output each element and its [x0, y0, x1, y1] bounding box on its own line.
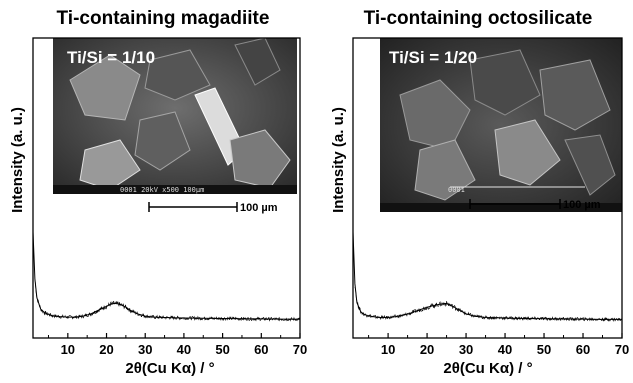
- sem-crystal: [494, 119, 561, 186]
- x-tick-label: 70: [615, 342, 629, 357]
- sem-inset: 0001 Ti/Si = 1/20: [380, 38, 622, 212]
- sem-crystal: [399, 79, 471, 151]
- plot-area: 10 20 30 40 50 60 70: [32, 37, 307, 357]
- x-tick-label: 40: [498, 342, 512, 357]
- scale-bar: 100 µm: [148, 202, 278, 214]
- series-noise: [34, 279, 300, 322]
- x-tick-label: 70: [293, 342, 307, 357]
- sem-crystal: [414, 139, 476, 201]
- sem-crystal: [79, 139, 141, 191]
- x-axis-label: 2θ(Cu Kα) / °: [443, 360, 532, 377]
- y-axis-label: Intensity (a. u.): [330, 107, 347, 213]
- panel-magadiite: Ti-containing magadiite Intensity (a. u.…: [9, 8, 307, 377]
- sem-crystal: [234, 37, 281, 86]
- sem-crystal: [134, 111, 191, 171]
- sem-crystal: [564, 134, 616, 196]
- x-tick-label: 50: [215, 342, 229, 357]
- series-line: [352, 231, 622, 320]
- y-axis-label: Intensity (a. u.): [9, 107, 26, 213]
- inset-label: Ti/Si = 1/10: [67, 48, 155, 67]
- inset-label: Ti/Si = 1/20: [389, 48, 477, 67]
- x-tick-label: 10: [381, 342, 395, 357]
- x-ticks: 10 20 30 40 50 60 70: [368, 333, 629, 357]
- x-tick-label: 30: [138, 342, 152, 357]
- chart-title: Ti-containing magadiite: [57, 8, 270, 29]
- sem-crystal: [469, 49, 541, 116]
- scale-bar: 100 µm: [469, 199, 601, 211]
- x-tick-label: 60: [254, 342, 268, 357]
- x-tick-label: 30: [459, 342, 473, 357]
- x-tick-label: 20: [420, 342, 434, 357]
- sem-crystal: [539, 59, 611, 131]
- panel-octosilicate: Ti-containing octosilicate Intensity (a.…: [330, 8, 629, 377]
- x-ticks: 10 20 30 40 50 60 70: [47, 333, 307, 357]
- sem-footer-bar: [380, 203, 622, 212]
- sem-crystal: [69, 54, 141, 121]
- x-tick-label: 20: [99, 342, 113, 357]
- series-line: [32, 231, 301, 320]
- sem-crystal: [229, 129, 291, 189]
- sem-footer-text: 0001: [448, 186, 465, 194]
- sem-crystal: [144, 49, 211, 101]
- plot-frame: [32, 37, 301, 339]
- x-tick-label: 60: [576, 342, 590, 357]
- series-noise: [354, 287, 622, 322]
- plot-area: 10 20 30 40 50 60 70: [352, 37, 629, 357]
- plot-frame: [352, 37, 623, 339]
- x-tick-label: 10: [61, 342, 75, 357]
- sem-footer-bar: [53, 185, 297, 194]
- sem-footer-text: 0001 20kV x500 100µm: [120, 186, 204, 194]
- chart-title: Ti-containing octosilicate: [364, 8, 593, 29]
- x-axis-label: 2θ(Cu Kα) / °: [125, 360, 214, 377]
- scale-bar-label: 100 µm: [563, 199, 601, 211]
- x-tick-label: 40: [177, 342, 191, 357]
- scale-bar-label: 100 µm: [240, 202, 278, 214]
- sem-inset: 0001 20kV x500 100µm Ti/Si = 1/10: [53, 37, 297, 194]
- x-tick-label: 50: [537, 342, 551, 357]
